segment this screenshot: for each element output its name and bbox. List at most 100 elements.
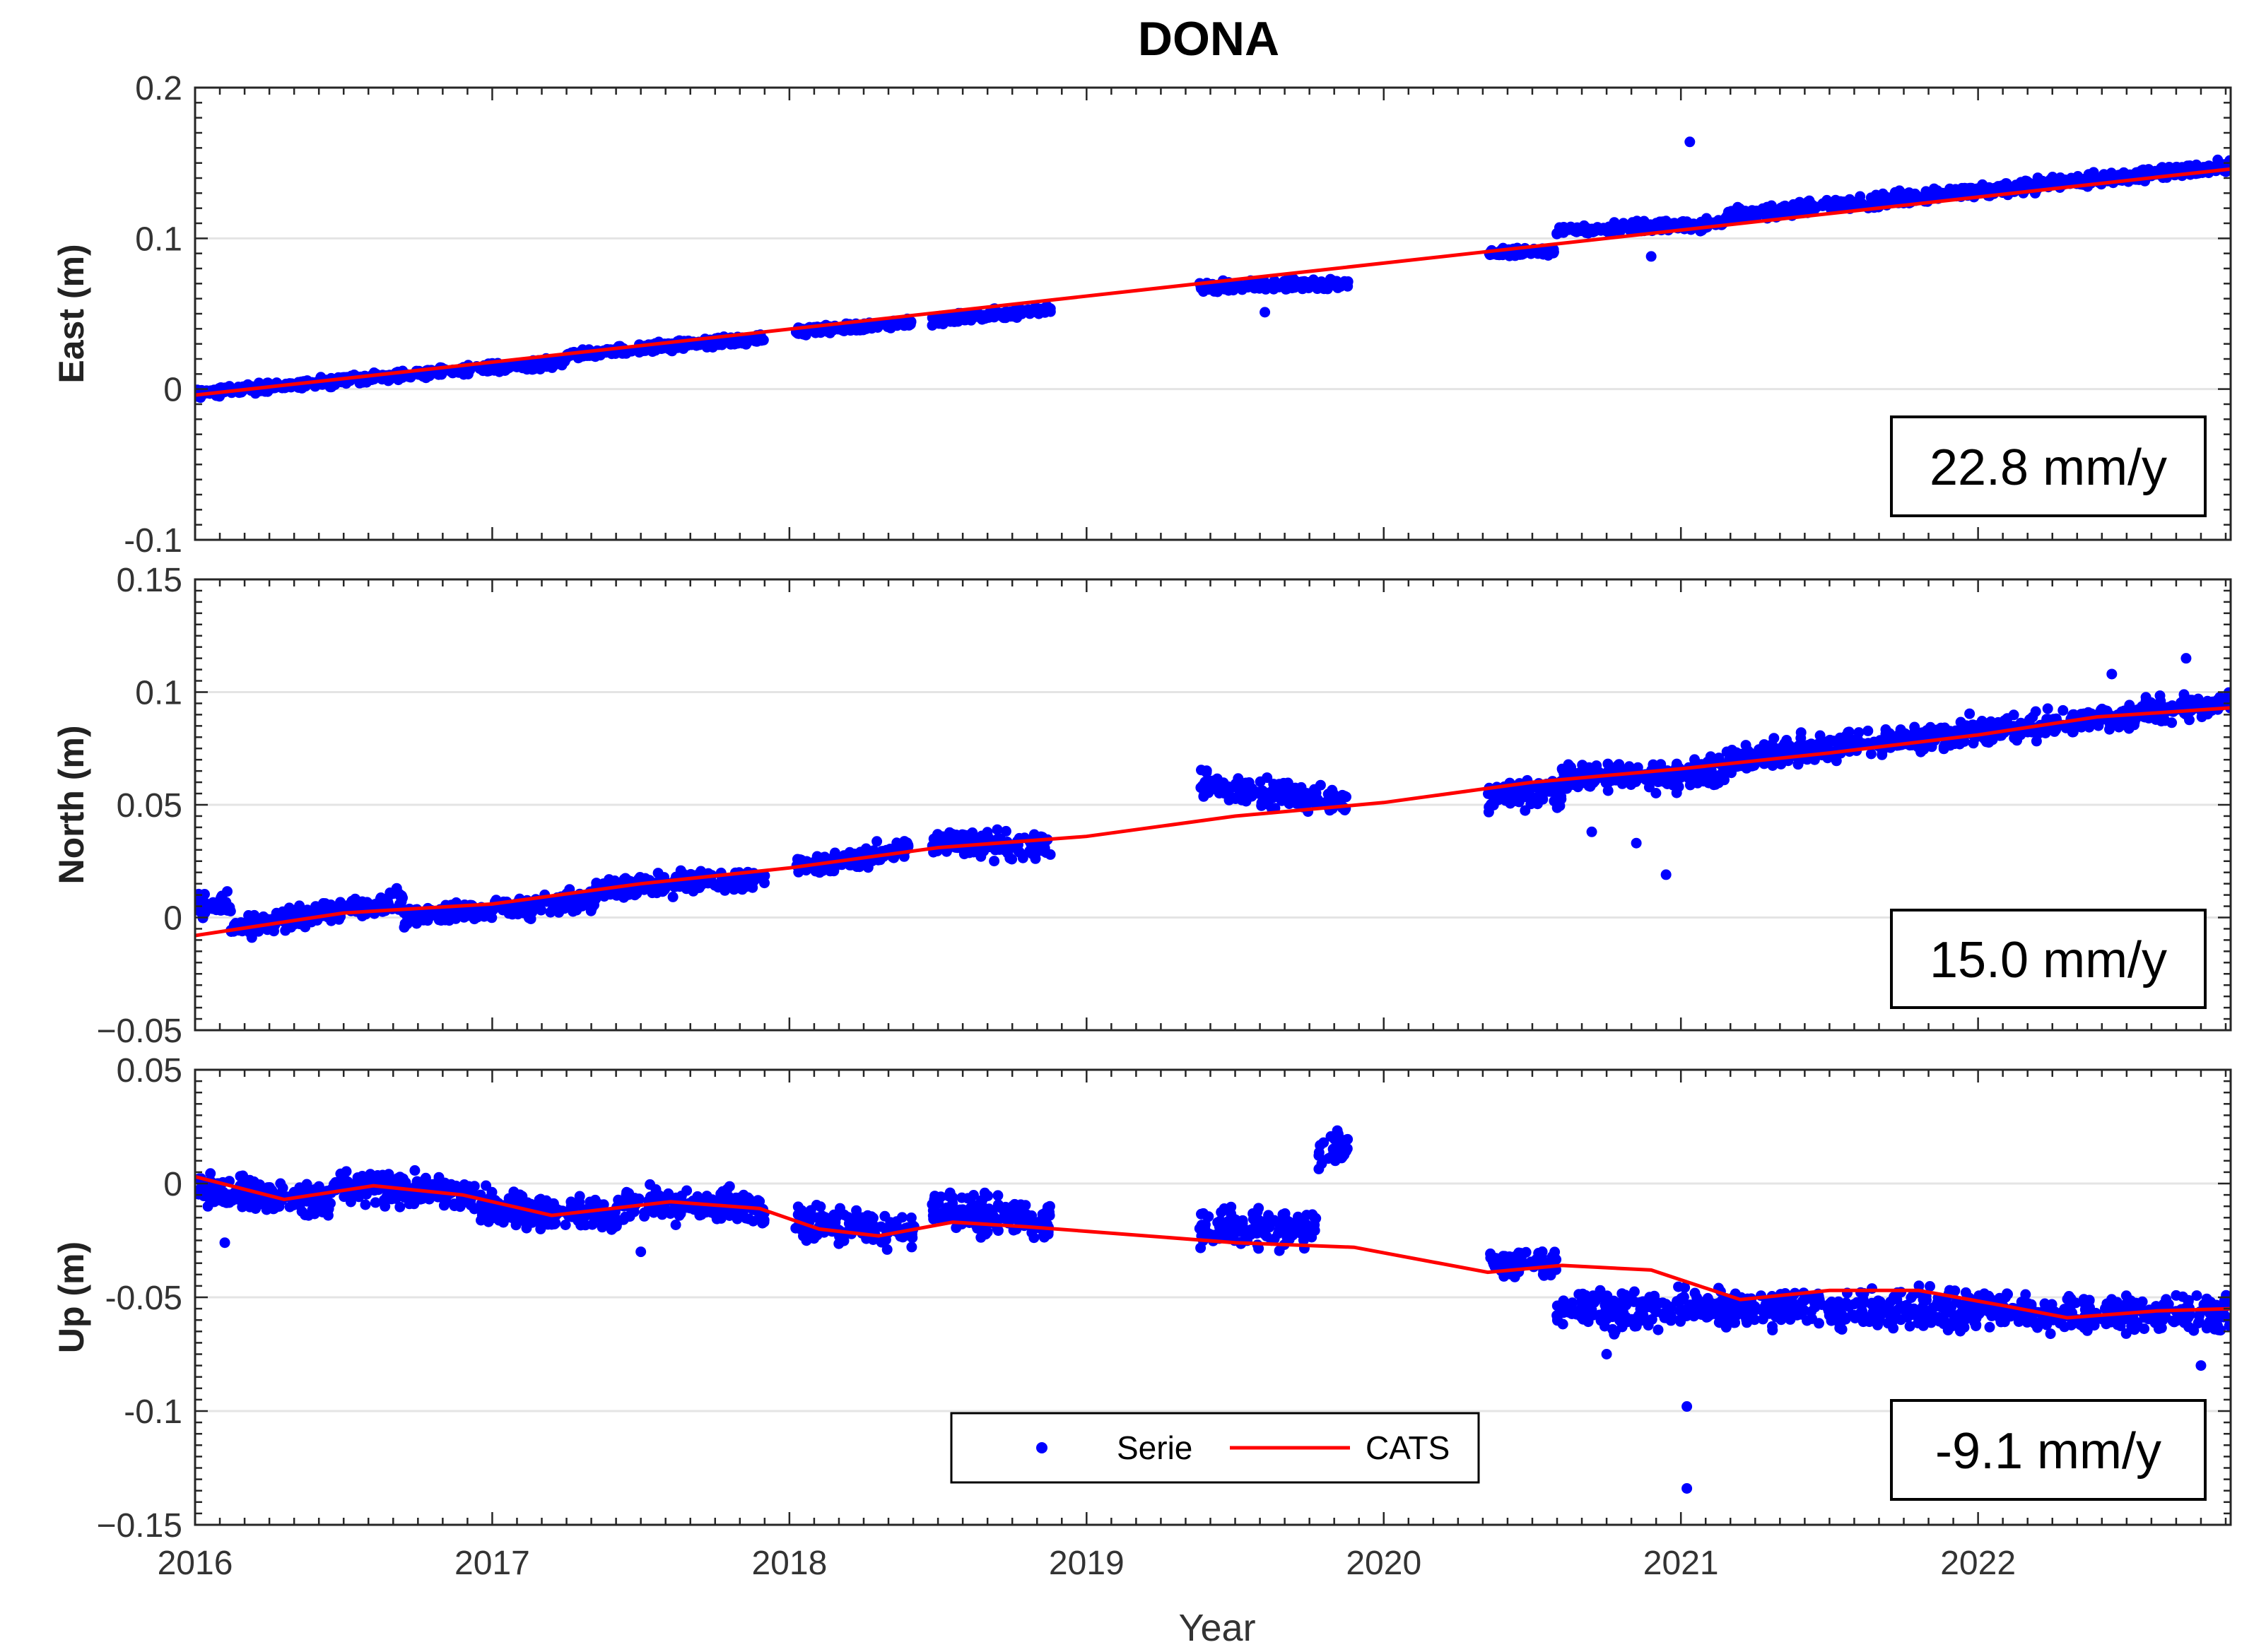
data-point [1598, 223, 1609, 234]
data-point [949, 316, 960, 327]
data-point [486, 912, 498, 924]
data-point [521, 1222, 532, 1234]
data-point [634, 345, 645, 356]
data-point [433, 907, 445, 918]
data-point [667, 891, 679, 902]
data-point [530, 1215, 541, 1227]
data-point [1558, 768, 1570, 779]
data-point [2214, 692, 2226, 703]
data-point [2050, 723, 2062, 734]
data-point [1030, 853, 1041, 864]
data-point [1961, 184, 1972, 195]
data-point [1804, 199, 1816, 211]
data-point [828, 324, 838, 336]
data-point [195, 891, 203, 902]
data-point [1865, 748, 1877, 760]
data-point [2225, 691, 2231, 702]
data-point [2182, 700, 2193, 712]
data-point-outlier [1631, 837, 1642, 849]
data-point [445, 366, 457, 377]
data-point [975, 851, 987, 862]
data-point [360, 1199, 371, 1210]
data-point [402, 911, 413, 923]
data-point [1938, 743, 1949, 755]
data-point [1783, 743, 1794, 754]
data-point [2198, 162, 2209, 173]
data-point [743, 1213, 754, 1225]
data-point [262, 1182, 274, 1193]
data-point [503, 1193, 515, 1204]
data-point [383, 1169, 394, 1180]
data-point [1216, 281, 1227, 293]
data-point [675, 865, 686, 876]
data-point [629, 890, 640, 901]
data-point [1263, 793, 1274, 804]
data-point [686, 339, 698, 350]
data-point [1520, 805, 1531, 816]
data-point [1199, 284, 1210, 295]
data-point [1000, 825, 1011, 837]
data-point [1855, 199, 1866, 210]
data-point [1589, 765, 1599, 776]
data-point [736, 884, 748, 895]
data-point [2140, 692, 2151, 703]
data-point [2178, 689, 2190, 700]
data-point [1673, 781, 1684, 792]
data-point [225, 906, 236, 916]
data-point [1268, 779, 1279, 790]
data-point [674, 1210, 685, 1221]
data-point [2192, 693, 2204, 704]
data-point [250, 1196, 261, 1207]
data-point [1198, 791, 1209, 802]
data-point [341, 1166, 352, 1177]
data-point [965, 312, 976, 324]
data-point [475, 1201, 486, 1212]
data-point [966, 828, 977, 839]
data-point [517, 1191, 528, 1202]
data-point [1667, 218, 1677, 230]
data-point [430, 1178, 442, 1189]
data-point [283, 902, 295, 914]
data-point [346, 895, 358, 907]
data-point-outlier [1645, 251, 1657, 262]
data-point [1867, 194, 1879, 205]
data-point [1788, 203, 1800, 215]
data-point [2079, 173, 2090, 184]
rate-label-east: 22.8 mm/y [1930, 439, 2167, 496]
data-point [1223, 785, 1234, 796]
data-point [497, 1208, 508, 1219]
data-point [370, 1197, 381, 1208]
data-point [857, 846, 868, 858]
data-point [1964, 708, 1976, 719]
data-point [1935, 722, 1947, 733]
data-point [409, 1165, 421, 1176]
data-point-outlier [2106, 668, 2118, 680]
data-point [715, 877, 727, 888]
data-point [2009, 733, 2020, 743]
data-point [1548, 244, 1559, 255]
y-tick-label: 0.1 [135, 220, 182, 258]
data-point [1580, 222, 1591, 233]
data-point [1765, 203, 1776, 215]
data-point [1585, 781, 1596, 792]
data-point-outlier [1684, 136, 1696, 148]
data-point [934, 315, 945, 326]
data-point [1976, 182, 1988, 193]
data-point [1327, 784, 1338, 796]
data-point [982, 827, 993, 838]
data-point [1650, 788, 1662, 798]
data-point [1884, 728, 1895, 739]
data-point [1657, 221, 1669, 232]
data-point [360, 376, 371, 387]
data-point [2098, 169, 2110, 180]
data-point [1305, 796, 1317, 808]
data-point [237, 1201, 248, 1213]
data-point [871, 836, 883, 847]
data-point [253, 377, 264, 389]
data-point [1802, 741, 1812, 752]
data-point [261, 1204, 272, 1215]
data-point [541, 1195, 552, 1206]
y-tick-label: -0.1 [124, 522, 182, 560]
data-point [317, 898, 329, 909]
